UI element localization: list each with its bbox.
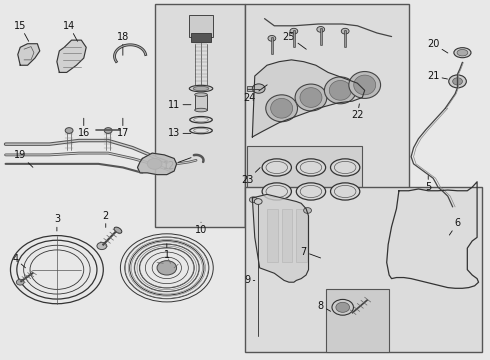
Text: 12: 12 [163, 158, 191, 171]
Circle shape [249, 197, 257, 203]
Text: 4: 4 [12, 254, 25, 268]
Ellipse shape [296, 183, 326, 200]
Ellipse shape [296, 159, 326, 176]
Text: 5: 5 [425, 176, 431, 192]
Ellipse shape [341, 28, 349, 34]
Text: 21: 21 [427, 71, 447, 81]
Ellipse shape [266, 95, 297, 122]
Polygon shape [252, 60, 365, 137]
Bar [247, 146, 362, 226]
Circle shape [157, 261, 176, 275]
Bar [282, 209, 293, 262]
Bar [296, 209, 307, 262]
Ellipse shape [195, 108, 207, 112]
Bar [326, 289, 389, 352]
Circle shape [453, 78, 463, 85]
Ellipse shape [190, 127, 212, 134]
Text: 24: 24 [244, 85, 267, 103]
Bar [245, 4, 409, 226]
Ellipse shape [454, 48, 471, 58]
Text: 22: 22 [351, 104, 364, 121]
Circle shape [449, 75, 466, 88]
Ellipse shape [262, 183, 292, 200]
Ellipse shape [193, 86, 209, 91]
Text: 8: 8 [318, 301, 331, 311]
Circle shape [16, 279, 24, 285]
Ellipse shape [354, 75, 376, 95]
Text: 7: 7 [300, 247, 320, 258]
Text: 16: 16 [77, 118, 90, 138]
Ellipse shape [300, 87, 322, 107]
Ellipse shape [270, 98, 293, 118]
Ellipse shape [189, 85, 213, 92]
Text: 14: 14 [63, 21, 77, 41]
Bar [155, 4, 245, 226]
Bar [245, 187, 482, 352]
Ellipse shape [290, 28, 298, 34]
Bar [191, 33, 211, 42]
Text: 15: 15 [14, 21, 29, 41]
Bar [195, 95, 207, 110]
Ellipse shape [324, 77, 356, 104]
Circle shape [97, 242, 107, 249]
Ellipse shape [262, 159, 292, 176]
Circle shape [304, 208, 312, 213]
Text: 13: 13 [168, 129, 191, 138]
Ellipse shape [268, 36, 276, 41]
Circle shape [332, 300, 353, 315]
Text: 3: 3 [54, 215, 60, 231]
Text: 25: 25 [283, 32, 306, 49]
Text: 10: 10 [195, 222, 207, 235]
Ellipse shape [317, 27, 325, 32]
Bar [189, 15, 213, 37]
Circle shape [336, 302, 349, 312]
Text: 1: 1 [164, 244, 170, 260]
Text: 23: 23 [241, 168, 260, 185]
Text: 17: 17 [117, 118, 129, 138]
Circle shape [65, 128, 73, 134]
Circle shape [254, 199, 262, 204]
Ellipse shape [295, 84, 327, 111]
Ellipse shape [195, 93, 207, 96]
Bar [247, 86, 255, 91]
Text: 19: 19 [14, 150, 33, 167]
Ellipse shape [331, 183, 360, 200]
Ellipse shape [114, 227, 122, 233]
Text: 9: 9 [245, 275, 255, 285]
Polygon shape [57, 40, 86, 72]
Circle shape [147, 158, 162, 169]
Polygon shape [252, 194, 309, 282]
Ellipse shape [190, 117, 212, 123]
Bar [267, 209, 278, 262]
Ellipse shape [457, 49, 468, 56]
Circle shape [104, 128, 112, 134]
Ellipse shape [329, 81, 351, 100]
Ellipse shape [331, 159, 360, 176]
Ellipse shape [349, 72, 381, 98]
Circle shape [252, 84, 265, 93]
Text: 18: 18 [117, 32, 129, 55]
Text: 2: 2 [102, 211, 109, 228]
Polygon shape [138, 153, 176, 175]
Polygon shape [18, 44, 40, 65]
Text: 11: 11 [168, 100, 191, 110]
Text: 6: 6 [449, 218, 461, 235]
Text: 20: 20 [427, 39, 448, 53]
